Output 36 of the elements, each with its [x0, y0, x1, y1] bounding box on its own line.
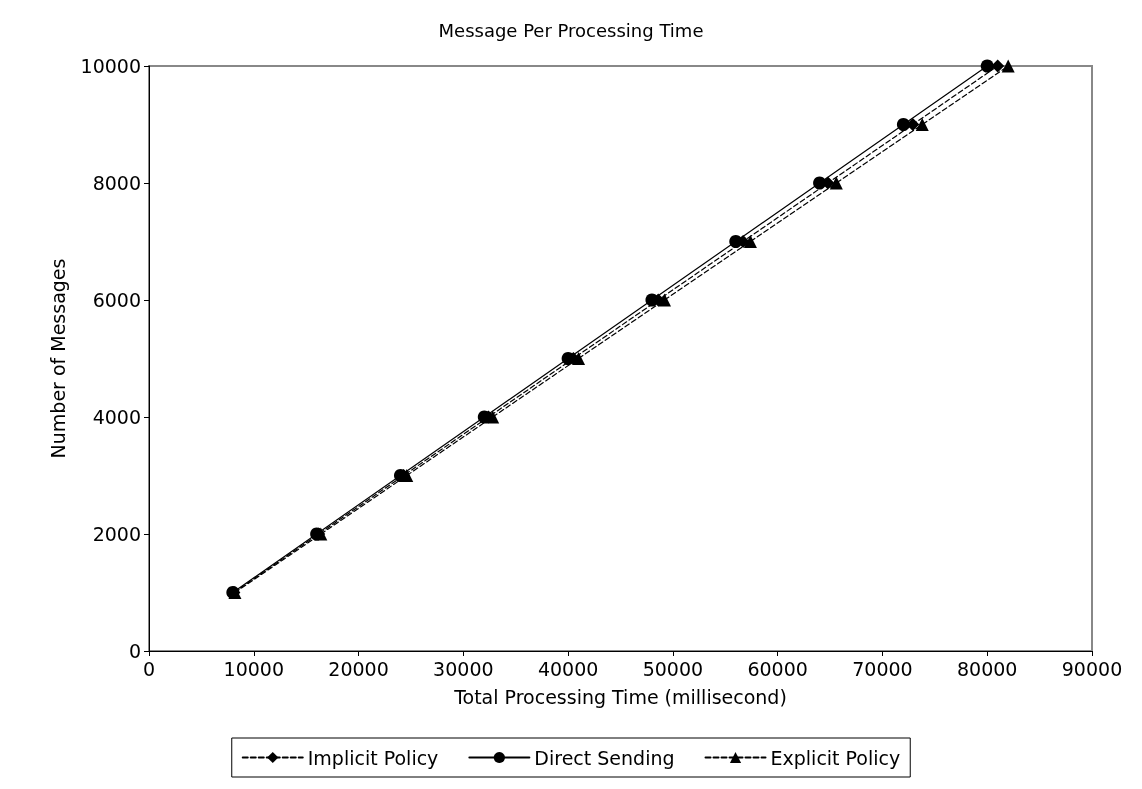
point	[486, 410, 500, 424]
point	[743, 235, 757, 248]
point	[572, 352, 586, 365]
point	[896, 118, 910, 131]
legend-label: Direct Sending	[534, 746, 675, 769]
y-tick-label: 2000	[92, 523, 141, 545]
point	[729, 235, 743, 248]
y-axis-title: Number of Messages	[46, 258, 69, 459]
y-tick-label: 6000	[92, 289, 141, 311]
x-tick-label: 20000	[328, 657, 389, 680]
point	[915, 118, 929, 131]
point	[645, 293, 659, 307]
x-tick-label: 60000	[747, 657, 808, 680]
y-tick-label: 10000	[80, 55, 141, 77]
y-tick-label: 4000	[92, 406, 141, 428]
legend-label: Explicit Policy	[770, 746, 901, 769]
x-tick-label: 10000	[223, 657, 284, 680]
y-tick-label: 8000	[92, 172, 141, 194]
chart-title: Message Per Processing Time	[438, 19, 704, 41]
x-tick-label: 40000	[537, 657, 599, 680]
point	[980, 59, 994, 73]
point	[991, 59, 1005, 73]
point	[813, 176, 827, 190]
point	[561, 352, 575, 365]
x-tick-label: 50000	[642, 657, 704, 680]
x-tick-label: 0	[142, 657, 156, 680]
x-tick-label: 70000	[852, 657, 913, 680]
x-tick-label: 90000	[1061, 657, 1123, 680]
x-tick-label: 30000	[433, 657, 494, 680]
point	[658, 293, 672, 307]
point	[829, 176, 843, 190]
point	[1001, 59, 1015, 73]
x-axis-title: Total Processing Time (millisecond)	[453, 685, 787, 708]
x-tick-label: 80000	[957, 657, 1018, 680]
y-tick-label: 0	[128, 640, 141, 662]
legend-label: Implicit Policy	[307, 746, 439, 769]
